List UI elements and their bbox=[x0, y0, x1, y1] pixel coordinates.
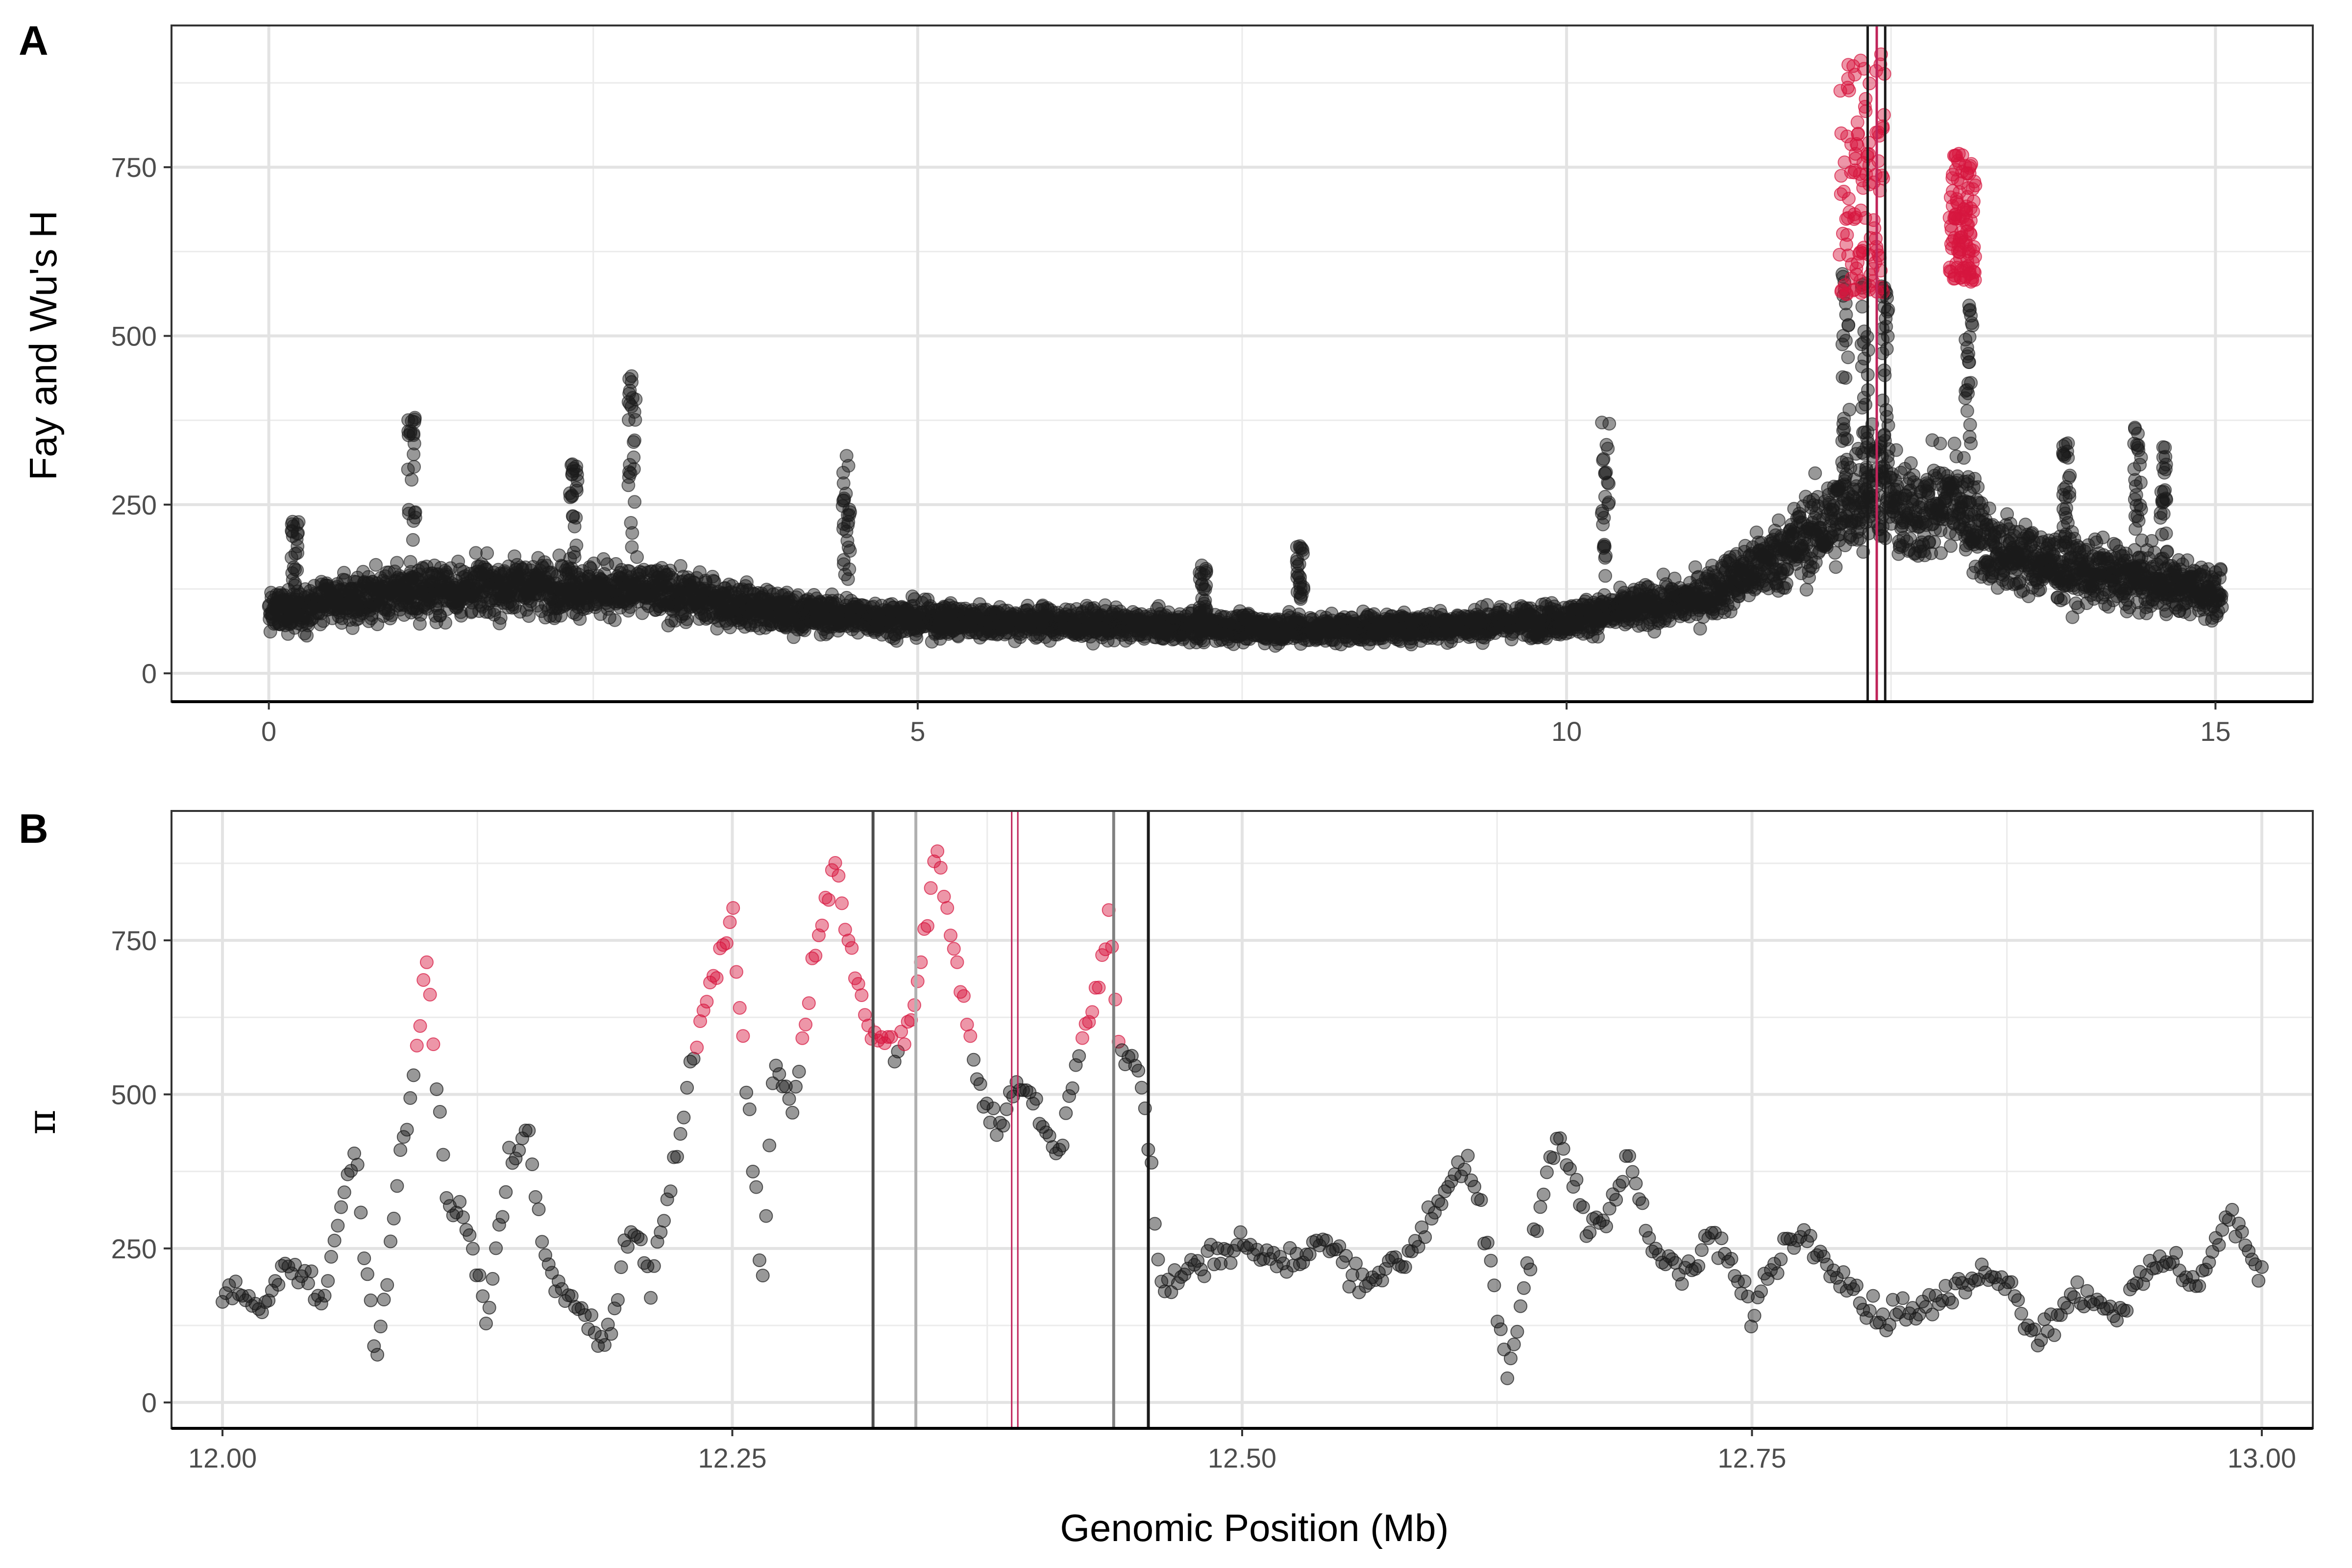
panel-a-point bbox=[1933, 437, 1947, 451]
panel-a-point bbox=[1904, 456, 1918, 470]
panel-a-point bbox=[1591, 630, 1605, 644]
panel-a-point bbox=[1983, 501, 1996, 515]
panel-a-point bbox=[1944, 539, 1958, 553]
panel-a-point bbox=[1808, 466, 1822, 480]
panel-a-point bbox=[1771, 513, 1786, 527]
panel-a-point bbox=[1957, 451, 1971, 465]
panel-a-point bbox=[1693, 622, 1707, 636]
panel-a-points bbox=[262, 47, 2229, 653]
panel-a-point bbox=[1889, 443, 1903, 457]
panel-a-point bbox=[1927, 535, 1941, 549]
panel-a-point bbox=[390, 556, 404, 570]
panel-a-point bbox=[608, 613, 622, 627]
panel-a-point bbox=[2057, 591, 2071, 606]
panel-a-point bbox=[1829, 560, 1843, 574]
panel-a-point bbox=[480, 546, 494, 560]
panel-a-point bbox=[439, 615, 452, 630]
panel-a-point bbox=[1947, 437, 1961, 451]
panel-letter-a: A bbox=[19, 18, 49, 64]
panel-a-point bbox=[1799, 583, 1813, 597]
panel-a-point bbox=[297, 627, 312, 640]
panel-a-gridlines bbox=[172, 25, 2313, 702]
panel-a-point bbox=[1780, 577, 1793, 590]
panel-a-point bbox=[680, 612, 694, 626]
panel-a-point bbox=[369, 558, 383, 572]
